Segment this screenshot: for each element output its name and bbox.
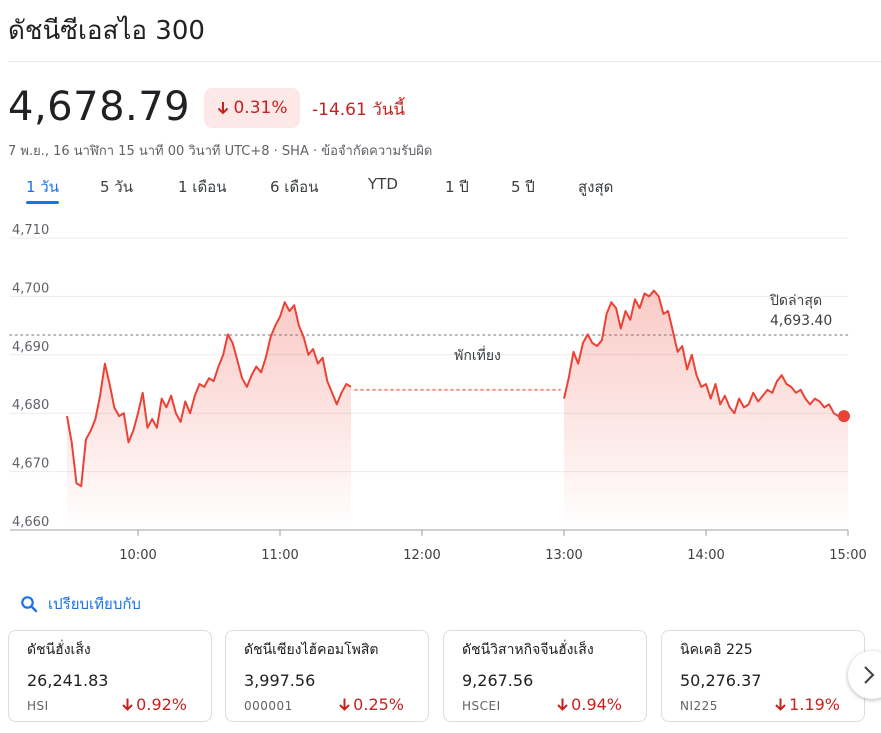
index-card-ni225[interactable]: นิคเคอิ 225 50,276.37 NI225 1.19% — [661, 630, 865, 722]
card-value: 3,997.56 — [244, 671, 316, 690]
x-tick-label: 14:00 — [687, 548, 724, 563]
search-icon — [21, 596, 38, 613]
card-change: 0.25% — [338, 695, 404, 714]
tab-1d[interactable]: 1 วัน — [26, 178, 59, 196]
card-symbol: HSI — [27, 699, 49, 713]
card-name: นิคเคอิ 225 — [680, 642, 753, 658]
tab-1m[interactable]: 1 เดือน — [178, 178, 227, 196]
card-change: 0.94% — [556, 695, 622, 714]
card-value: 50,276.37 — [680, 671, 762, 690]
last-point-marker — [838, 410, 850, 423]
card-change: 1.19% — [774, 695, 840, 714]
x-tick-label: 10:00 — [119, 548, 156, 563]
arrow-down-icon — [122, 698, 133, 711]
session-area-afternoon — [564, 290, 848, 530]
card-change-value: 1.19% — [789, 695, 840, 714]
percent-change-value: 0.31% — [233, 98, 288, 118]
session-line-morning — [66, 301, 352, 488]
y-tick-label: 4,680 — [12, 398, 49, 413]
card-name: ดัชนีวิสาหกิจจีนฮั่งเส็ง — [462, 642, 594, 658]
next-cards-button[interactable] — [848, 651, 881, 699]
tab-6m[interactable]: 6 เดือน — [270, 178, 319, 196]
tab-ytd[interactable]: YTD — [368, 175, 398, 193]
y-tick-label: 4,700 — [12, 281, 49, 296]
x-tick-label: 15:00 — [829, 548, 866, 563]
percent-change-badge: 0.31% — [204, 88, 300, 128]
tab-5y[interactable]: 5 ปี — [511, 178, 535, 196]
lunch-break-label: พักเที่ยง — [454, 346, 501, 364]
index-card-hscei[interactable]: ดัชนีวิสาหกิจจีนฮั่งเส็ง 9,267.56 HSCEI … — [443, 630, 647, 722]
current-price: 4,678.79 — [8, 84, 191, 130]
card-change-value: 0.25% — [353, 695, 404, 714]
index-card-hsi[interactable]: ดัชนีฮั่งเส็ง 26,241.83 HSI 0.92% — [8, 630, 212, 722]
previous-close-label: ปิดล่าสุด — [770, 293, 823, 309]
x-tick-label: 12:00 — [403, 548, 440, 563]
card-value: 26,241.83 — [27, 671, 109, 690]
compare-link[interactable]: เปรียบเทียบกับ — [20, 592, 141, 616]
x-tick-label: 11:00 — [261, 548, 298, 563]
y-tick-label: 4,710 — [12, 223, 49, 238]
session-line-afternoon — [563, 289, 849, 418]
arrow-down-icon — [218, 102, 229, 115]
card-change: 0.92% — [121, 695, 187, 714]
card-change-value: 0.94% — [571, 695, 622, 714]
chevron-right-icon — [864, 666, 875, 684]
card-value: 9,267.56 — [462, 671, 534, 690]
y-tick-label: 4,690 — [12, 340, 49, 355]
divider — [8, 61, 881, 62]
page-title: ดัชนีซีเอสไอ 300 — [8, 16, 205, 46]
previous-close-value: 4,693.40 — [770, 313, 832, 329]
x-tick-label: 13:00 — [545, 548, 582, 563]
y-tick-label: 4,660 — [12, 515, 49, 530]
card-change-value: 0.92% — [136, 695, 187, 714]
arrow-down-icon — [775, 698, 786, 711]
compare-label: เปรียบเทียบกับ — [48, 595, 141, 613]
card-symbol: HSCEI — [462, 699, 501, 713]
absolute-change: -14.61 วันนี้ — [312, 100, 405, 120]
arrow-down-icon — [339, 698, 350, 711]
index-card-sse[interactable]: ดัชนีเซียงไฮ้คอมโพสิต 3,997.56 000001 0.… — [225, 630, 429, 722]
price-chart[interactable]: 4,710 4,700 4,690 4,680 4,670 4,660 10:00 11:00… — [0, 218, 881, 570]
card-symbol: 000001 — [244, 699, 293, 713]
tab-1y[interactable]: 1 ปี — [445, 178, 469, 196]
tab-5d[interactable]: 5 วัน — [100, 178, 133, 196]
card-symbol: NI225 — [680, 699, 718, 713]
arrow-down-icon — [557, 698, 568, 711]
card-name: ดัชนีเซียงไฮ้คอมโพสิต — [244, 642, 379, 658]
active-tab-indicator — [26, 201, 59, 204]
card-name: ดัชนีฮั่งเส็ง — [27, 642, 91, 658]
y-tick-label: 4,670 — [12, 457, 49, 472]
session-area-morning — [67, 302, 351, 530]
quote-meta[interactable]: 7 พ.ย., 16 นาฬิกา 15 นาที 00 วินาที UTC+… — [8, 144, 433, 159]
tab-max[interactable]: สูงสุด — [578, 178, 614, 196]
